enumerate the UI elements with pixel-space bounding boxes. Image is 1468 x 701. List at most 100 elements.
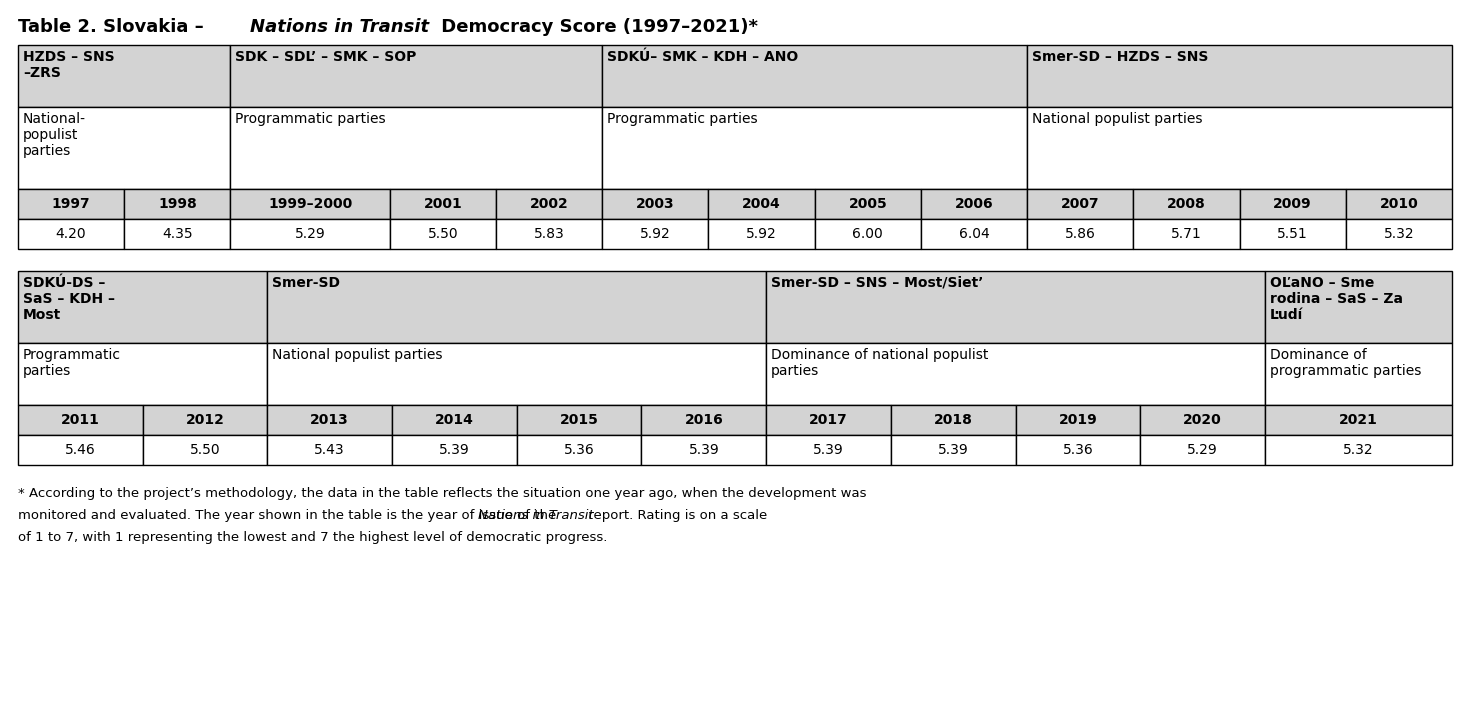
Bar <box>642 435 766 465</box>
Bar <box>390 189 496 219</box>
Bar <box>766 271 1265 343</box>
Text: SDK – SDL’ – SMK – SOP: SDK – SDL’ – SMK – SOP <box>235 50 417 64</box>
Bar <box>1133 189 1239 219</box>
Text: 2011: 2011 <box>60 413 100 427</box>
Text: Table 2. Slovakia –: Table 2. Slovakia – <box>18 18 210 36</box>
Bar <box>125 219 230 249</box>
Text: Smer-SD – SNS – Most/Siet’: Smer-SD – SNS – Most/Siet’ <box>771 276 984 290</box>
Text: monitored and evaluated. The year shown in the table is the year of issue of the: monitored and evaluated. The year shown … <box>18 509 561 522</box>
Text: 5.46: 5.46 <box>65 443 95 457</box>
Bar <box>1028 219 1133 249</box>
Bar <box>1265 435 1452 465</box>
Bar <box>1239 189 1346 219</box>
Bar <box>602 219 709 249</box>
Text: 6.04: 6.04 <box>959 227 989 241</box>
Text: 2004: 2004 <box>743 197 781 211</box>
Text: 5.51: 5.51 <box>1277 227 1308 241</box>
Text: 5.32: 5.32 <box>1343 443 1374 457</box>
Text: Nations in Transit: Nations in Transit <box>250 18 429 36</box>
Text: of 1 to 7, with 1 representing the lowest and 7 the highest level of democratic : of 1 to 7, with 1 representing the lowes… <box>18 531 608 544</box>
Bar <box>602 45 1028 107</box>
Text: 2007: 2007 <box>1061 197 1100 211</box>
Bar <box>766 405 891 435</box>
Bar <box>517 435 642 465</box>
Bar <box>18 189 125 219</box>
Text: National-
populist
parties: National- populist parties <box>23 112 87 158</box>
Bar <box>267 435 392 465</box>
Text: Democracy Score (1997–2021)*: Democracy Score (1997–2021)* <box>435 18 757 36</box>
Bar <box>496 189 602 219</box>
Bar <box>18 343 267 405</box>
Text: 2020: 2020 <box>1183 413 1221 427</box>
Text: 2003: 2003 <box>636 197 675 211</box>
Bar <box>18 219 125 249</box>
Text: 2019: 2019 <box>1058 413 1097 427</box>
Bar <box>1028 107 1452 189</box>
Bar <box>230 189 390 219</box>
Bar <box>1028 45 1452 107</box>
Bar <box>709 189 815 219</box>
Bar <box>142 435 267 465</box>
Text: 5.39: 5.39 <box>688 443 719 457</box>
Bar <box>1346 219 1452 249</box>
Bar <box>1265 405 1452 435</box>
Text: 5.92: 5.92 <box>746 227 777 241</box>
Text: 2010: 2010 <box>1380 197 1418 211</box>
Text: 5.83: 5.83 <box>534 227 565 241</box>
Text: 5.86: 5.86 <box>1064 227 1095 241</box>
Text: 2016: 2016 <box>684 413 724 427</box>
Bar <box>1239 219 1346 249</box>
Text: 5.71: 5.71 <box>1171 227 1202 241</box>
Text: 2002: 2002 <box>530 197 568 211</box>
Text: 5.43: 5.43 <box>314 443 345 457</box>
Text: 2005: 2005 <box>849 197 887 211</box>
Text: Smer-SD – HZDS – SNS: Smer-SD – HZDS – SNS <box>1032 50 1208 64</box>
Text: 5.36: 5.36 <box>1063 443 1094 457</box>
Bar <box>709 219 815 249</box>
Bar <box>920 189 1028 219</box>
Bar <box>766 435 891 465</box>
Text: 2015: 2015 <box>559 413 599 427</box>
Bar <box>496 219 602 249</box>
Bar <box>18 45 230 107</box>
Text: 5.36: 5.36 <box>564 443 595 457</box>
Text: SDKÚ-DS –
SaS – KDH –
Most: SDKÚ-DS – SaS – KDH – Most <box>23 276 115 322</box>
Bar <box>267 271 766 343</box>
Text: Programmatic
parties: Programmatic parties <box>23 348 120 379</box>
Text: 5.29: 5.29 <box>1188 443 1218 457</box>
Text: 5.50: 5.50 <box>189 443 220 457</box>
Text: 5.92: 5.92 <box>640 227 671 241</box>
Text: Programmatic parties: Programmatic parties <box>608 112 757 126</box>
Text: 2021: 2021 <box>1339 413 1378 427</box>
Text: 2017: 2017 <box>809 413 849 427</box>
Bar <box>267 405 392 435</box>
Bar <box>891 405 1016 435</box>
Bar <box>1016 435 1141 465</box>
Text: 2008: 2008 <box>1167 197 1205 211</box>
Text: 2001: 2001 <box>423 197 462 211</box>
Bar <box>125 189 230 219</box>
Bar <box>392 435 517 465</box>
Bar <box>920 219 1028 249</box>
Text: HZDS – SNS
–ZRS: HZDS – SNS –ZRS <box>23 50 115 80</box>
Text: OĽaNO – Sme
rodina – SaS – Za
Ŀudí: OĽaNO – Sme rodina – SaS – Za Ŀudí <box>1270 276 1403 322</box>
Text: 2012: 2012 <box>185 413 225 427</box>
Text: 5.39: 5.39 <box>813 443 844 457</box>
Bar <box>1016 405 1141 435</box>
Text: * According to the project’s methodology, the data in the table reflects the sit: * According to the project’s methodology… <box>18 487 866 500</box>
Text: 5.29: 5.29 <box>295 227 326 241</box>
Bar <box>142 405 267 435</box>
Text: 2006: 2006 <box>954 197 994 211</box>
Text: 6.00: 6.00 <box>853 227 884 241</box>
Text: 2014: 2014 <box>435 413 474 427</box>
Bar <box>230 107 602 189</box>
Text: 2009: 2009 <box>1273 197 1312 211</box>
Bar <box>1141 435 1265 465</box>
Text: 4.35: 4.35 <box>161 227 192 241</box>
Bar <box>392 405 517 435</box>
Bar <box>18 271 267 343</box>
Text: Dominance of national populist
parties: Dominance of national populist parties <box>771 348 988 379</box>
Bar <box>230 45 602 107</box>
Bar <box>1028 189 1133 219</box>
Bar <box>1265 271 1452 343</box>
